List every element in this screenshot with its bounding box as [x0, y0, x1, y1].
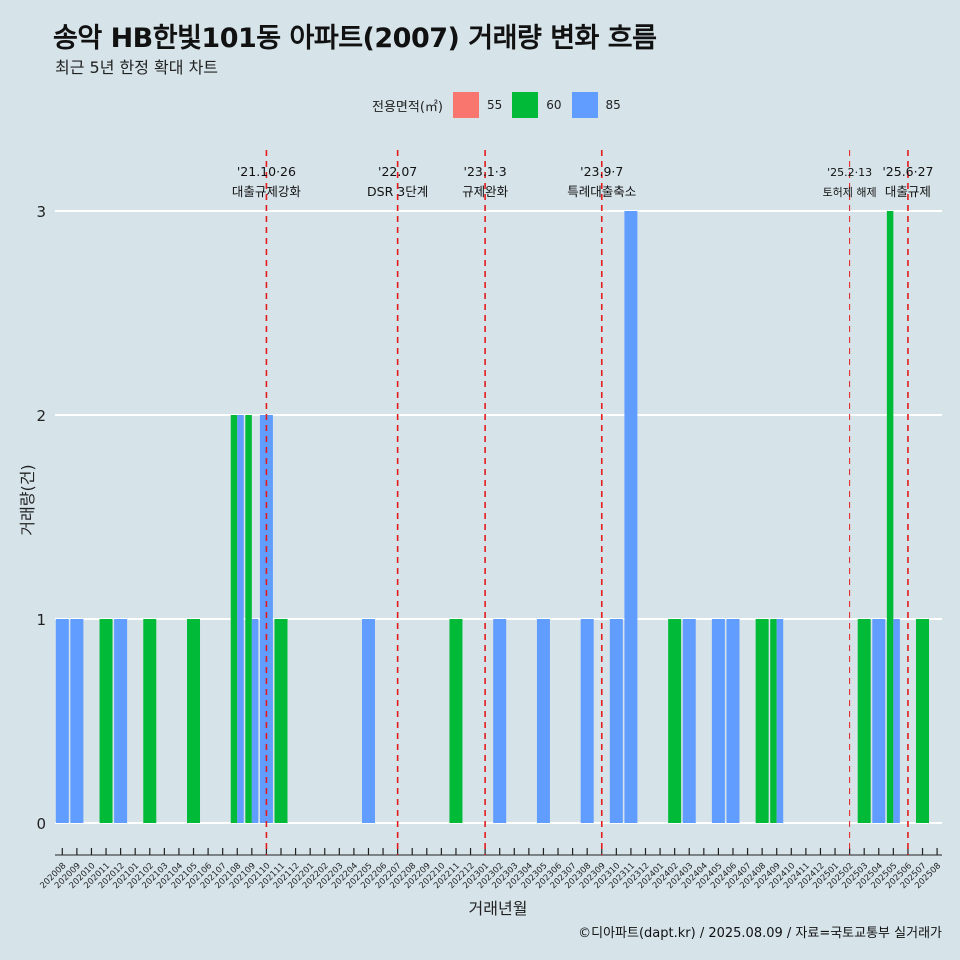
legend: 전용면적(㎡) 55 60 85 [372, 92, 627, 118]
bar-202302-85 [493, 619, 507, 823]
event-label-3: 특례대출축소 [567, 184, 636, 199]
bar-202504-85 [872, 619, 886, 823]
bar-202406-85 [726, 619, 740, 823]
legend-item-60: 60 [508, 92, 562, 118]
legend-item-85: 85 [568, 92, 621, 118]
legend-item-55: 55 [449, 92, 502, 118]
bar-202008-85 [55, 619, 69, 823]
bar-202507-60 [916, 619, 930, 823]
bar-202409-60 [770, 619, 777, 823]
bar-202109-60 [245, 415, 252, 823]
bar-202108-85 [237, 415, 244, 823]
event-label-1: DSR 3단계 [367, 184, 428, 199]
bar-202308-85 [580, 619, 594, 823]
bar-202305-85 [536, 619, 550, 823]
bar-202405-85 [711, 619, 725, 823]
legend-title: 전용면적(㎡) [372, 99, 443, 115]
y-tick-label: 1 [36, 611, 46, 629]
chart-subtitle: 최근 5년 한정 확대 차트 [55, 58, 219, 77]
event-date-0: '21.10·26 [237, 164, 296, 179]
bar-202110-85 [259, 415, 273, 823]
legend-key-85 [571, 92, 598, 118]
y-tick-label: 2 [36, 407, 46, 425]
x-axis-title: 거래년월 [469, 899, 528, 918]
event-label-0: 대출규제강화 [232, 184, 302, 199]
legend-label-60: 60 [546, 98, 562, 112]
bar-202403-85 [682, 619, 696, 823]
event-label-4: 토허제 해제 [823, 185, 877, 199]
bar-202409-85 [776, 619, 784, 823]
event-date-3: '23.9·7 [580, 164, 623, 179]
bar-202011-60 [99, 619, 113, 823]
legend-label-85: 85 [605, 98, 621, 112]
caption: ©디아파트(dapt.kr) / 2025.08.09 / 자료=국토교통부 실… [578, 926, 942, 941]
legend-key-60 [512, 92, 539, 118]
event-date-1: '22.07 [378, 164, 417, 179]
bar-202310-85 [609, 619, 623, 823]
event-label-2: 규제완화 [462, 184, 509, 199]
y-tick-label: 0 [36, 815, 46, 833]
bar-202009-85 [70, 619, 84, 823]
bar-202105-60 [187, 619, 201, 823]
legend-key-55 [452, 92, 479, 118]
y-axis-title: 거래량(건) [18, 464, 37, 535]
bar-202505-85 [893, 619, 900, 823]
bar-202211-60 [449, 619, 463, 823]
bar-202108-60 [230, 415, 238, 823]
bar-202311-85 [624, 211, 638, 823]
y-tick-label: 3 [36, 203, 46, 221]
bar-202109-85 [251, 619, 259, 823]
event-label-5: 대출규제 [885, 184, 931, 199]
legend-label-55: 55 [486, 98, 503, 112]
bar-202111-60 [274, 619, 288, 823]
event-date-2: '23.1·3 [464, 164, 507, 179]
bar-202408-60 [755, 619, 769, 823]
bar-202102-60 [143, 619, 157, 823]
chart-title: 송악 HB한빛101동 아파트(2007) 거래량 변화 흐름 [53, 23, 657, 54]
bar-202205-85 [361, 619, 375, 823]
event-date-5: '25.6·27 [882, 164, 933, 179]
bar-202402-60 [668, 619, 682, 823]
bar-202505-60 [886, 211, 894, 823]
bar-202503-60 [857, 619, 871, 823]
bar-202012-85 [114, 619, 128, 823]
event-date-4: '25.2·13 [827, 166, 872, 179]
